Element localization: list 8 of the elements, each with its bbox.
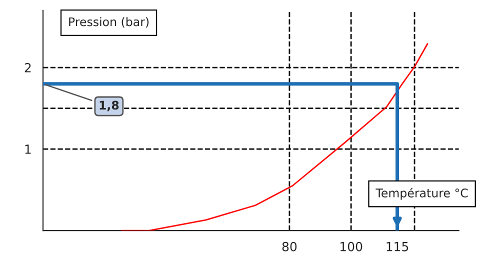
x-tick-label: 115 xyxy=(386,242,408,252)
y-tick-label: 2 xyxy=(24,63,31,72)
y-axis-title: Pression (bar) xyxy=(69,17,149,28)
y-tick-label: 1 xyxy=(25,144,31,154)
x-tick-label: 80 xyxy=(282,242,297,252)
annotation: 1,8 xyxy=(100,100,119,112)
x-axis-title: Température °C xyxy=(376,188,468,200)
x-tick-label: 100 xyxy=(340,242,362,252)
